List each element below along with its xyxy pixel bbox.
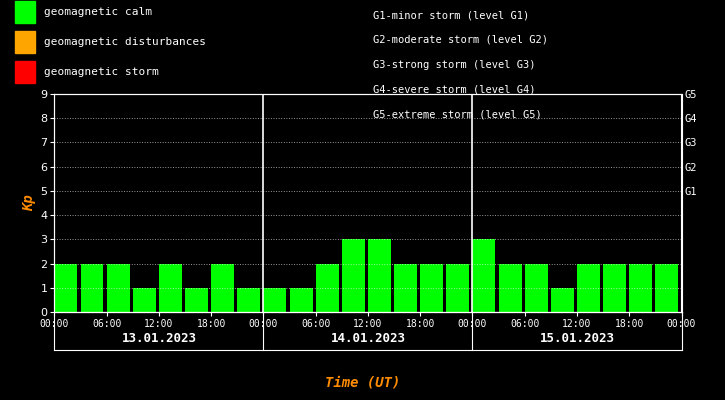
Bar xyxy=(499,264,521,312)
Bar xyxy=(525,264,547,312)
Text: G4-severe storm (level G4): G4-severe storm (level G4) xyxy=(373,84,536,94)
Text: G1-minor storm (level G1): G1-minor storm (level G1) xyxy=(373,10,530,20)
Bar xyxy=(107,264,130,312)
Bar xyxy=(551,288,574,312)
Bar xyxy=(473,239,495,312)
Text: geomagnetic storm: geomagnetic storm xyxy=(44,67,158,77)
Bar xyxy=(263,288,286,312)
Text: G2-moderate storm (level G2): G2-moderate storm (level G2) xyxy=(373,35,548,45)
Bar xyxy=(54,264,78,312)
Text: 15.01.2023: 15.01.2023 xyxy=(539,332,615,344)
Bar xyxy=(577,264,600,312)
Bar xyxy=(80,264,104,312)
Bar xyxy=(289,288,312,312)
Bar xyxy=(185,288,208,312)
Text: geomagnetic calm: geomagnetic calm xyxy=(44,7,152,17)
Bar xyxy=(394,264,417,312)
Text: Time (UT): Time (UT) xyxy=(325,376,400,390)
Text: 14.01.2023: 14.01.2023 xyxy=(331,332,405,344)
Bar xyxy=(603,264,626,312)
Text: geomagnetic disturbances: geomagnetic disturbances xyxy=(44,37,205,47)
Bar xyxy=(211,264,234,312)
Bar xyxy=(368,239,391,312)
Bar xyxy=(655,264,679,312)
Bar xyxy=(341,239,365,312)
Bar xyxy=(629,264,652,312)
Text: 13.01.2023: 13.01.2023 xyxy=(121,332,196,344)
Y-axis label: Kp: Kp xyxy=(22,195,36,211)
Bar xyxy=(447,264,469,312)
Bar xyxy=(159,264,182,312)
Text: G3-strong storm (level G3): G3-strong storm (level G3) xyxy=(373,60,536,70)
Bar xyxy=(133,288,156,312)
Bar xyxy=(315,264,339,312)
Text: G5-extreme storm (level G5): G5-extreme storm (level G5) xyxy=(373,109,542,119)
Bar xyxy=(237,288,260,312)
Bar xyxy=(420,264,443,312)
